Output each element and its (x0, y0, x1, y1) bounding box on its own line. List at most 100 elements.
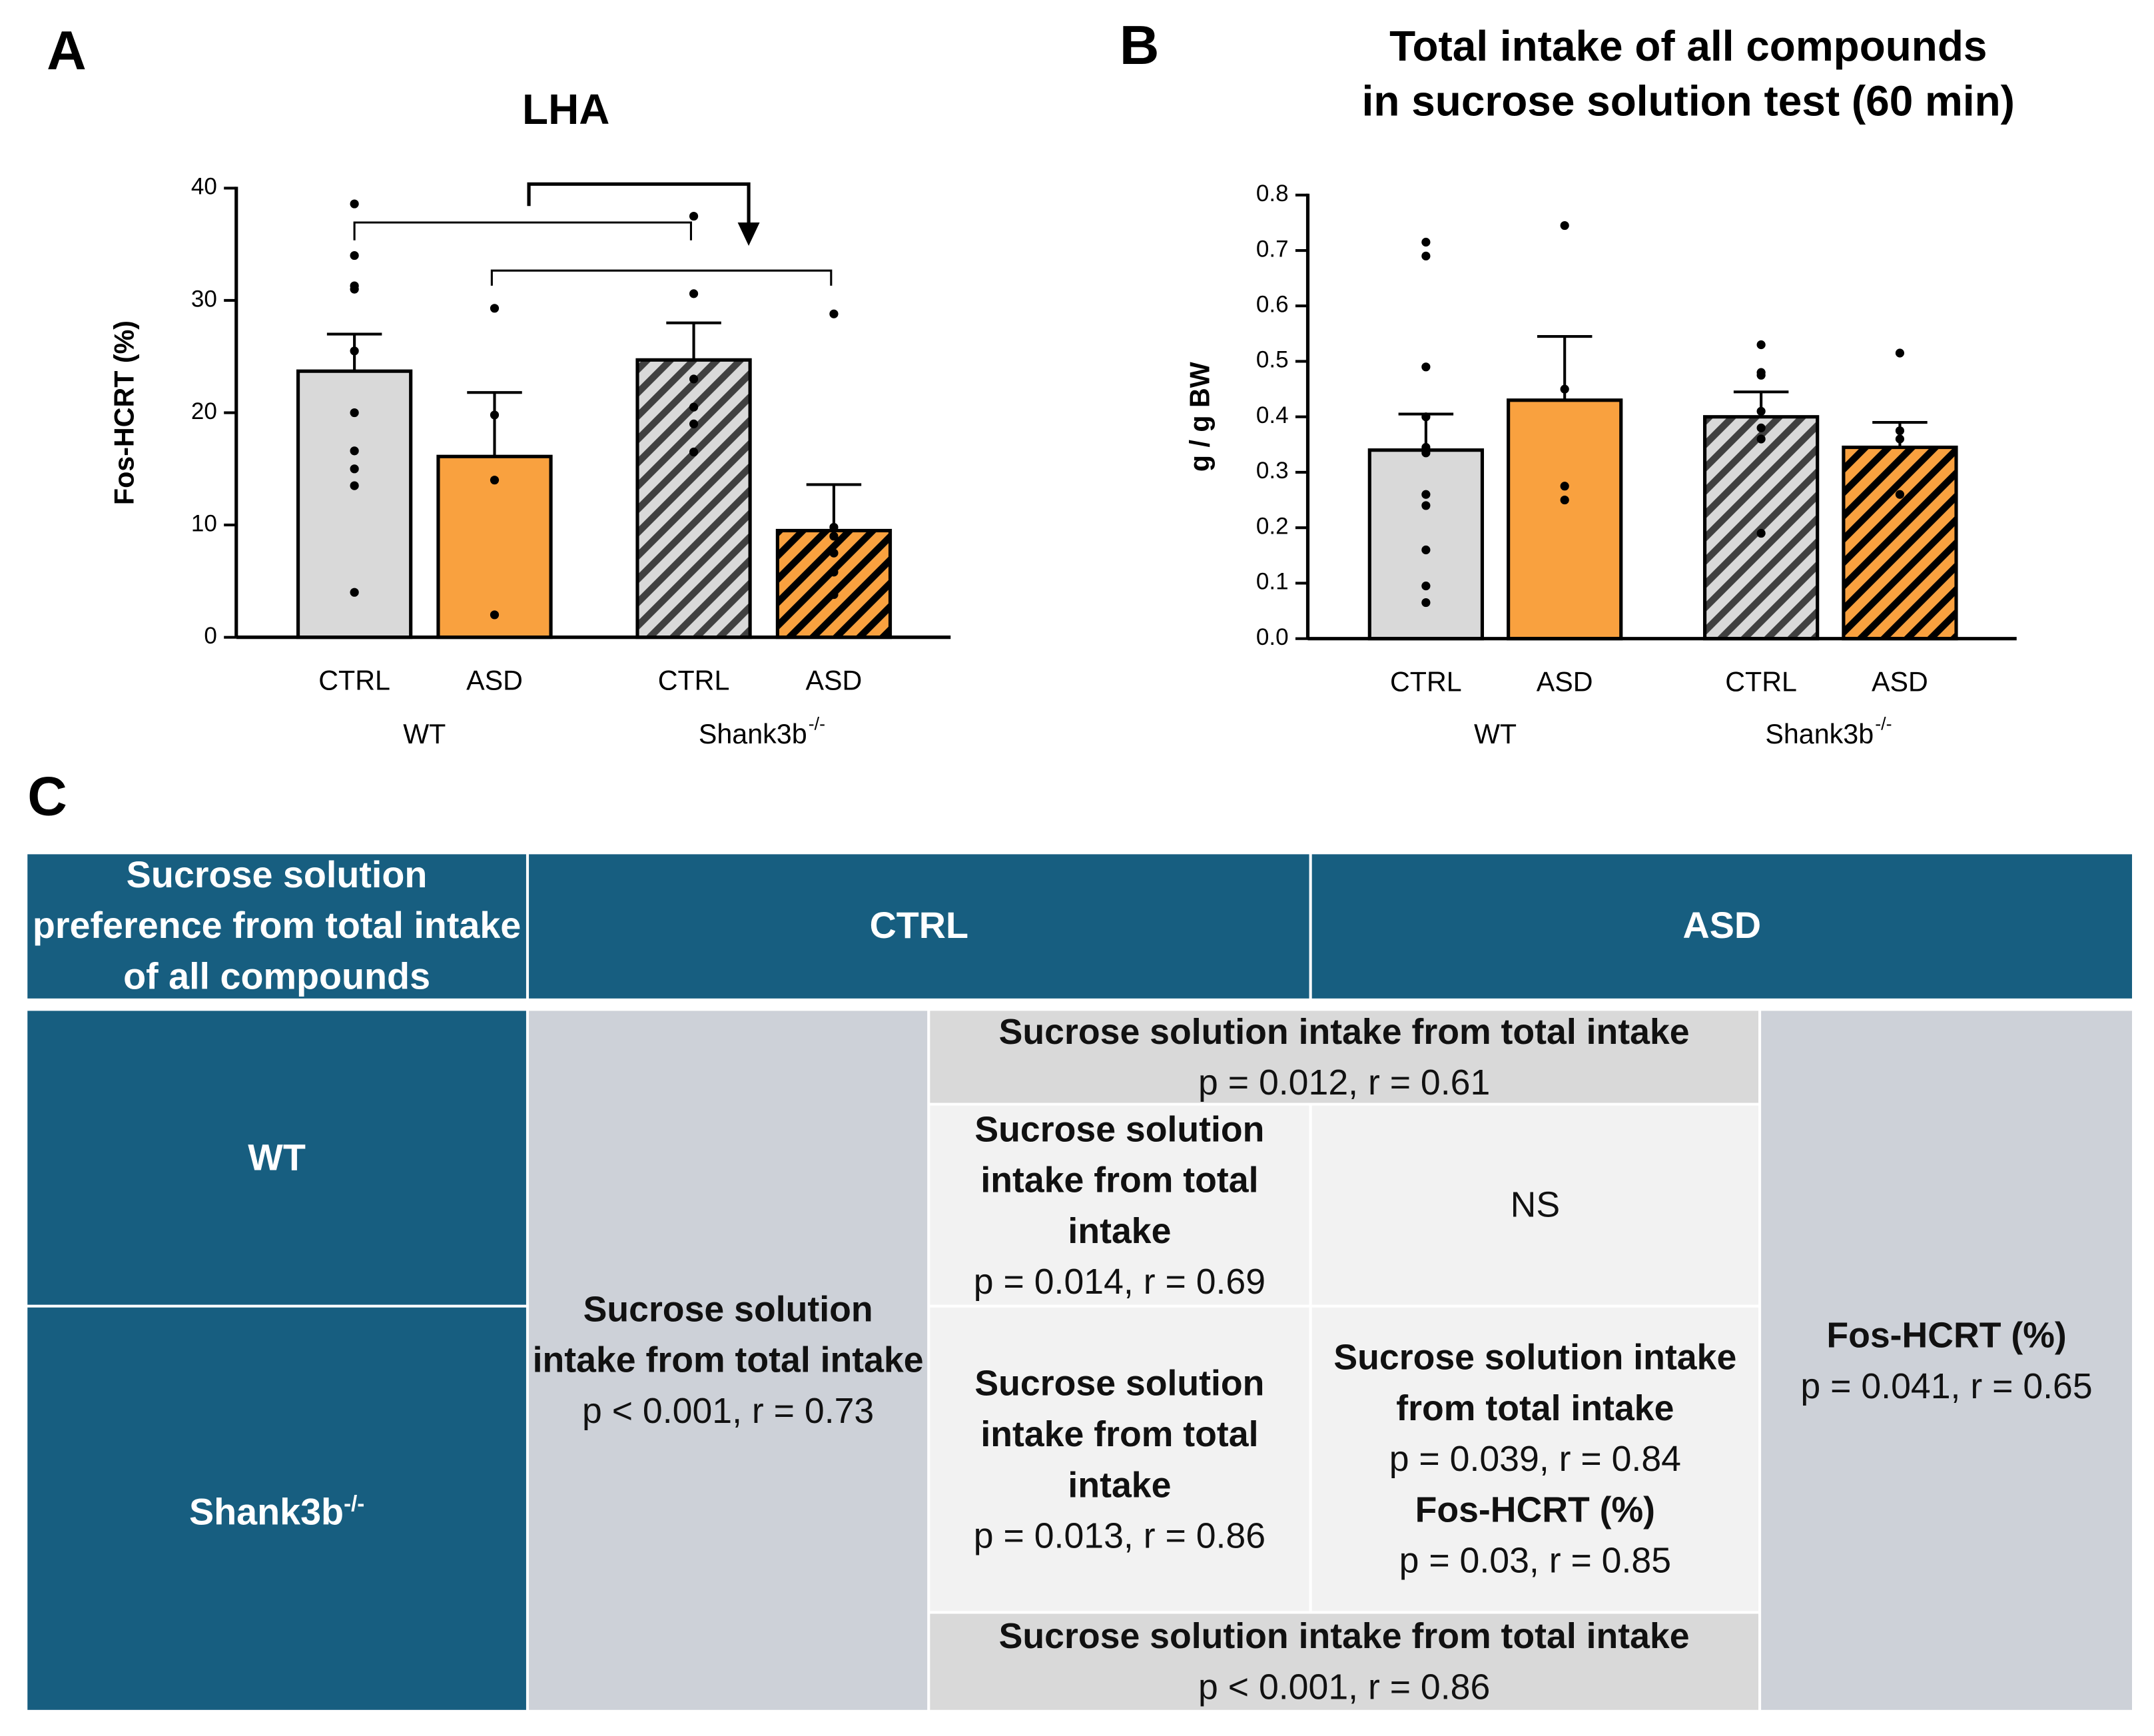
header-cell: Sucrose solution preference from total i… (27, 854, 526, 999)
data-point (1560, 482, 1569, 491)
cell-text: NS (1510, 1184, 1561, 1226)
data-point (1895, 348, 1905, 358)
data-point (490, 610, 500, 620)
y-tick-label: 20 (191, 398, 217, 424)
data-point (689, 374, 699, 384)
bar (635, 358, 752, 640)
panel-label: B (1120, 15, 1160, 76)
y-tick-label: 0 (204, 623, 217, 649)
x-tick-label: ASD (806, 665, 863, 696)
data-point (689, 447, 699, 457)
data-point (350, 346, 359, 356)
data-point (1756, 340, 1766, 350)
data-point (1895, 490, 1905, 499)
data-point (1421, 362, 1431, 372)
data-point (1895, 434, 1905, 444)
bar (1702, 415, 1820, 641)
row-label: WT (248, 1136, 306, 1178)
arrow-head (737, 222, 760, 246)
data-point (350, 481, 359, 490)
y-tick-label: 0.4 (1256, 402, 1289, 428)
bar (436, 454, 553, 640)
x-tick-label: ASD (1872, 667, 1928, 697)
data-point (1895, 426, 1905, 436)
data-point (1421, 582, 1431, 591)
x-tick-label: CTRL (318, 665, 390, 696)
row-header: WT (27, 1011, 526, 1305)
x-tick-label: CTRL (658, 665, 730, 696)
table-cell: Sucrose solution intake from total intak… (930, 1613, 1758, 1710)
data-point (1421, 448, 1431, 458)
data-point (1756, 528, 1766, 538)
row-label-sup: -/- (344, 1493, 365, 1517)
data-point (829, 548, 839, 558)
cell-measure: Fos-HCRT (%) (1826, 1314, 2067, 1355)
cell-measure: Sucrose solution intake from total intak… (974, 1107, 1265, 1251)
table-cell: Sucrose solution intake from total intak… (529, 1011, 928, 1710)
group-label: Shank3b (1765, 719, 1874, 749)
y-tick-label: 0.5 (1256, 347, 1289, 373)
data-point (689, 211, 699, 221)
data-point (350, 199, 359, 209)
data-point (1421, 501, 1431, 510)
y-tick-label: 0.3 (1256, 458, 1289, 484)
data-point (1421, 598, 1431, 608)
cell-measure: Sucrose solution intake from total intak… (998, 1615, 1690, 1657)
data-point (490, 410, 500, 420)
group-label: WT (1474, 719, 1517, 749)
data-point (689, 289, 699, 298)
y-tick-label: 40 (191, 174, 217, 200)
panel-label: C (27, 766, 67, 824)
data-point (829, 532, 839, 541)
data-point (350, 284, 359, 294)
y-tick-label: 10 (191, 510, 217, 536)
y-axis-label: Fos-HCRT (%) (109, 320, 140, 505)
y-tick-label: 0.2 (1256, 513, 1289, 539)
table-cell: Sucrose solution intake from total intak… (930, 1307, 1309, 1611)
data-point (1756, 370, 1766, 380)
cell-measure: Fos-HCRT (%) (1415, 1488, 1656, 1530)
y-tick-label: 0.8 (1256, 181, 1289, 207)
cell-measure: Sucrose solution intake from total intak… (532, 1288, 924, 1381)
data-point (1421, 545, 1431, 555)
chart-title: Total intake of all compounds (1389, 22, 1987, 70)
data-point (1560, 384, 1569, 394)
data-point (1756, 406, 1766, 416)
row-label: Shank3b (188, 1492, 344, 1533)
data-point (490, 304, 500, 313)
group-label: WT (403, 719, 446, 749)
data-point (1756, 434, 1766, 444)
chart-title: in sucrose solution test (60 min) (1362, 77, 2015, 125)
bar (1842, 445, 1958, 641)
header-cell: ASD (1311, 854, 2132, 999)
bar (775, 528, 893, 640)
table-cell: NS (1311, 1105, 1758, 1305)
row-label-wrap: Shank3b-/- (189, 1479, 364, 1538)
data-point (1421, 237, 1431, 247)
table-cell: Fos-HCRT (%) p = 0.041, r = 0.65 (1761, 1011, 2132, 1710)
cell-measure: Sucrose solution intake from total intak… (998, 1010, 1690, 1052)
group-label: Shank3b (699, 719, 807, 749)
data-point (350, 446, 359, 456)
bracket (353, 221, 692, 240)
row-header: Shank3b-/- (27, 1307, 526, 1710)
bar (1507, 398, 1623, 641)
bracket (490, 269, 833, 286)
y-tick-label: 0.6 (1256, 292, 1289, 318)
data-point (1560, 495, 1569, 505)
arrow (527, 182, 751, 227)
x-tick-label: ASD (1537, 667, 1593, 697)
cell-stat: p = 0.039, r = 0.84 (1389, 1438, 1681, 1480)
cell-stat: p = 0.013, r = 0.86 (973, 1514, 1266, 1555)
chart-title: LHA (522, 85, 609, 133)
cell-measure: Sucrose solution intake from total intak… (1333, 1336, 1737, 1429)
data-point (1756, 423, 1766, 432)
data-point (1421, 490, 1431, 499)
cell-stat: p = 0.014, r = 0.69 (973, 1260, 1266, 1302)
data-point (350, 408, 359, 418)
data-point (350, 250, 359, 260)
cell-stat: p = 0.012, r = 0.61 (1198, 1061, 1491, 1102)
data-point (350, 588, 359, 597)
